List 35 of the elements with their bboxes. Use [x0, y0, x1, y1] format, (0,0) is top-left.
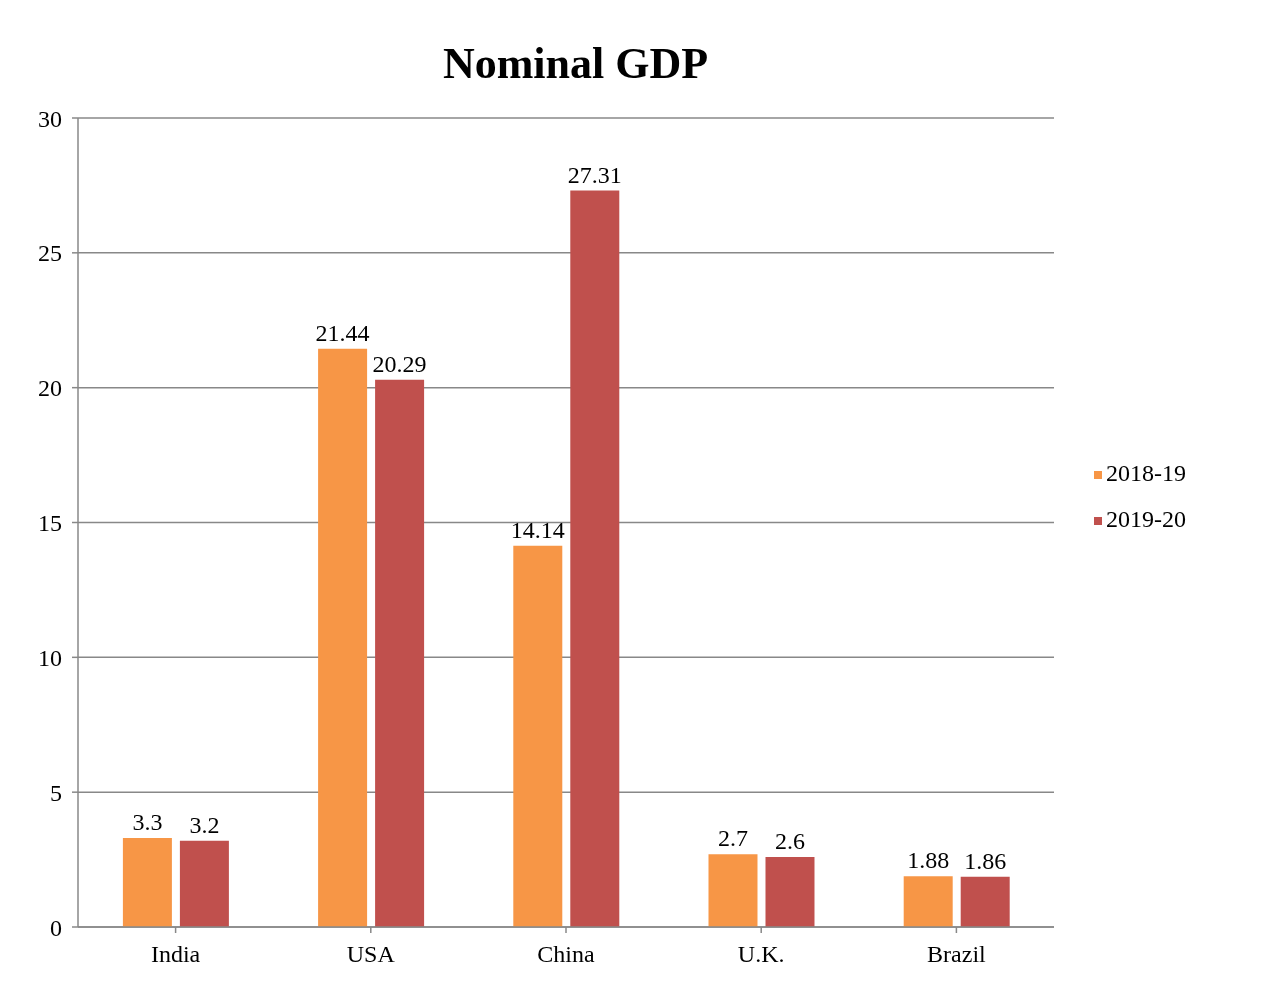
bar — [513, 545, 563, 927]
x-tick-label: U.K. — [737, 941, 785, 968]
data-label: 1.88 — [907, 847, 950, 874]
bar — [375, 379, 425, 927]
bar — [765, 856, 815, 927]
chart-title: Nominal GDP — [441, 38, 710, 89]
data-label: 21.44 — [315, 319, 370, 346]
bar — [318, 348, 368, 927]
bar — [122, 838, 172, 927]
bar — [179, 840, 229, 927]
bar — [708, 854, 758, 927]
data-label: 27.31 — [567, 161, 622, 188]
legend-label: 2018-19 — [1106, 459, 1186, 486]
x-tick-label: China — [537, 941, 596, 968]
data-label: 2.7 — [718, 825, 748, 852]
y-tick-label: 10 — [38, 644, 62, 671]
data-label: 3.3 — [132, 809, 163, 836]
bar — [903, 876, 953, 927]
data-label: 1.86 — [964, 847, 1007, 874]
data-label: 14.14 — [510, 516, 565, 543]
y-tick-label: 20 — [38, 375, 62, 402]
y-tick-label: 5 — [50, 779, 62, 806]
y-tick-label: 0 — [50, 914, 62, 941]
x-tick-label: India — [150, 941, 201, 968]
data-label: 3.2 — [189, 811, 220, 838]
data-label: 20.29 — [372, 350, 427, 377]
y-tick-label: 25 — [38, 240, 62, 267]
y-tick-label: 15 — [38, 510, 62, 537]
y-tick-label: 30 — [38, 105, 62, 132]
x-tick-label: USA — [346, 941, 396, 968]
x-tick-label: Brazil — [927, 941, 987, 968]
bar — [570, 190, 620, 927]
legend-label: 2019-20 — [1106, 505, 1186, 532]
bar — [960, 876, 1010, 927]
data-label: 2.6 — [775, 827, 805, 854]
